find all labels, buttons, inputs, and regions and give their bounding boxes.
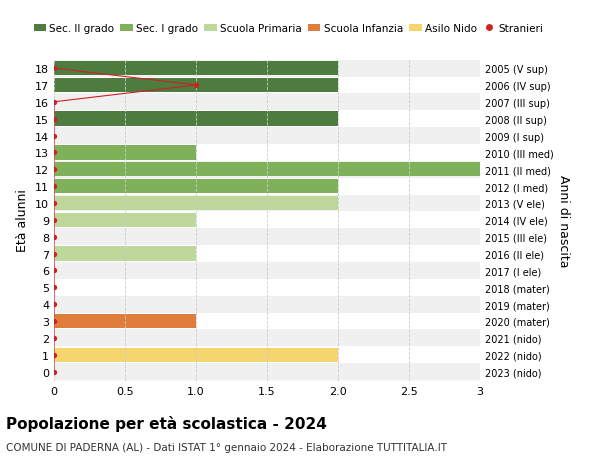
- Point: [49, 200, 59, 207]
- Bar: [54, 246, 480, 263]
- Bar: [54, 111, 480, 128]
- Bar: [54, 330, 480, 347]
- Bar: [54, 62, 338, 76]
- Point: [49, 116, 59, 123]
- Point: [49, 284, 59, 291]
- Point: [49, 267, 59, 274]
- Y-axis label: Anni di nascita: Anni di nascita: [557, 174, 570, 267]
- Bar: [54, 94, 480, 111]
- Bar: [54, 314, 196, 328]
- Bar: [54, 162, 480, 178]
- Point: [49, 99, 59, 106]
- Bar: [54, 178, 480, 195]
- Bar: [54, 128, 480, 145]
- Point: [49, 368, 59, 375]
- Point: [49, 351, 59, 358]
- Point: [49, 318, 59, 325]
- Bar: [54, 77, 480, 94]
- Point: [49, 301, 59, 308]
- Point: [49, 149, 59, 157]
- Legend: Sec. II grado, Sec. I grado, Scuola Primaria, Scuola Infanzia, Asilo Nido, Stran: Sec. II grado, Sec. I grado, Scuola Prim…: [29, 20, 548, 38]
- Bar: [54, 364, 480, 380]
- Point: [49, 166, 59, 174]
- Bar: [54, 195, 480, 212]
- Bar: [54, 179, 338, 194]
- Bar: [54, 78, 338, 93]
- Point: [49, 250, 59, 257]
- Point: [49, 65, 59, 73]
- Bar: [54, 196, 338, 211]
- Bar: [54, 263, 480, 279]
- Bar: [54, 348, 338, 362]
- Point: [49, 335, 59, 342]
- Point: [49, 234, 59, 241]
- Text: Popolazione per età scolastica - 2024: Popolazione per età scolastica - 2024: [6, 415, 327, 431]
- Bar: [54, 162, 480, 177]
- Bar: [54, 229, 480, 246]
- Point: [49, 217, 59, 224]
- Bar: [54, 212, 480, 229]
- Bar: [54, 112, 338, 127]
- Bar: [54, 146, 196, 160]
- Bar: [54, 61, 480, 77]
- Bar: [54, 247, 196, 261]
- Bar: [54, 347, 480, 364]
- Bar: [54, 313, 480, 330]
- Bar: [54, 279, 480, 296]
- Bar: [54, 296, 480, 313]
- Point: [191, 82, 201, 90]
- Bar: [54, 145, 480, 162]
- Y-axis label: Età alunni: Età alunni: [16, 189, 29, 252]
- Text: COMUNE DI PADERNA (AL) - Dati ISTAT 1° gennaio 2024 - Elaborazione TUTTITALIA.IT: COMUNE DI PADERNA (AL) - Dati ISTAT 1° g…: [6, 442, 447, 452]
- Point: [49, 183, 59, 190]
- Point: [49, 133, 59, 140]
- Bar: [54, 213, 196, 228]
